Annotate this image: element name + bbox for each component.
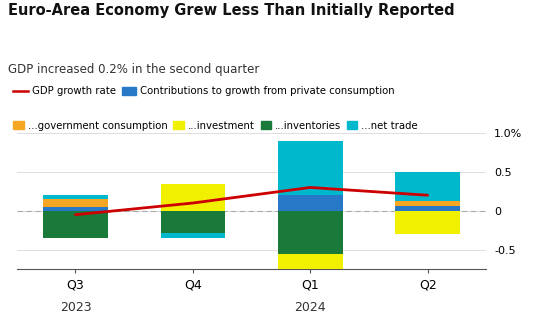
Bar <box>160 183 225 211</box>
Bar <box>43 207 108 211</box>
Bar <box>278 141 343 195</box>
Bar <box>278 254 343 285</box>
Bar <box>160 233 225 238</box>
Bar <box>278 195 343 211</box>
Legend: ...government consumption, ...investment, ...inventories, ...net trade: ...government consumption, ...investment… <box>13 121 418 131</box>
Bar <box>43 195 108 199</box>
Text: 2024: 2024 <box>295 301 326 313</box>
Bar <box>43 199 108 207</box>
Bar <box>395 211 460 234</box>
Text: Euro-Area Economy Grew Less Than Initially Reported: Euro-Area Economy Grew Less Than Initial… <box>8 3 455 18</box>
Legend: GDP growth rate, Contributions to growth from private consumption: GDP growth rate, Contributions to growth… <box>13 86 395 96</box>
Bar <box>395 172 460 202</box>
Text: GDP increased 0.2% in the second quarter: GDP increased 0.2% in the second quarter <box>8 63 260 76</box>
Bar <box>395 202 460 206</box>
Bar <box>43 211 108 238</box>
Text: 2023: 2023 <box>60 301 91 313</box>
Bar <box>395 206 460 211</box>
Bar <box>160 211 225 233</box>
Bar <box>278 211 343 254</box>
